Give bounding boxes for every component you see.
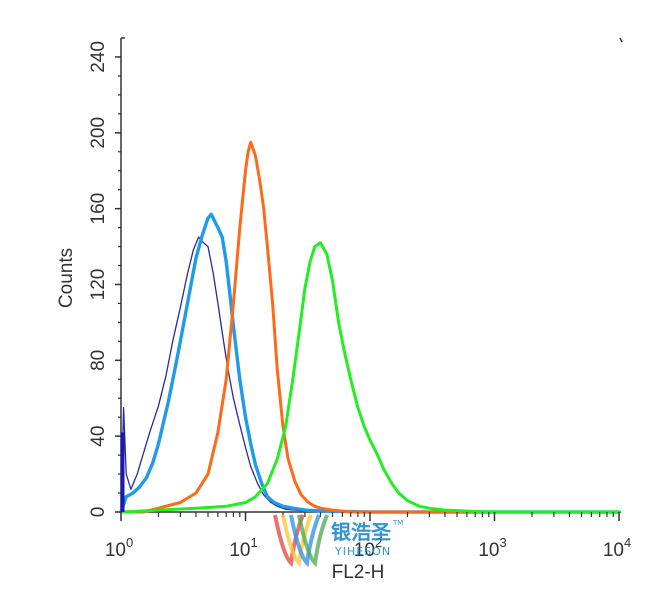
corner-mark (619, 37, 623, 43)
x-tick-exponent: 2 (375, 535, 382, 550)
x-tick-base: 10 (229, 540, 250, 561)
y-tick-label: 240 (88, 41, 109, 73)
x-tick-base: 10 (354, 540, 375, 561)
brand-watermark: 银浩圣 TM YIHESON (273, 514, 403, 568)
x-tick-base: 10 (603, 540, 624, 561)
watermark-logo-icon (273, 514, 329, 568)
x-tick-base: 10 (105, 540, 126, 561)
watermark-text-tm: TM (392, 519, 403, 527)
y-tick-label: 160 (88, 193, 109, 225)
histogram-series-4 (119, 241, 621, 514)
x-tick-exponent: 1 (250, 535, 257, 550)
watermark-text-en: YIHESON (334, 545, 391, 558)
y-tick-label: 0 (88, 507, 109, 518)
histogram-series-3 (119, 140, 621, 514)
histogram-series-1 (120, 236, 620, 513)
x-axis-title: FL2-H (332, 562, 385, 583)
series-layer (119, 140, 621, 514)
y-axis-title: Counts (56, 248, 77, 308)
watermark-text-cn: 银浩圣 (331, 520, 392, 544)
x-tick-label: 100 (105, 535, 133, 561)
x-tick-exponent: 0 (126, 535, 133, 550)
x-tick-label: 102 (354, 535, 382, 561)
y-tick-label: 40 (88, 426, 109, 447)
x-tick-base: 10 (478, 540, 499, 561)
y-tick-label: 80 (88, 350, 109, 371)
x-tick-label: 101 (229, 535, 257, 561)
histogram-series-2 (119, 212, 621, 514)
x-tick-label: 103 (478, 535, 506, 561)
y-tick-label: 120 (88, 269, 109, 301)
x-tick-exponent: 3 (499, 535, 506, 550)
y-tick-label: 200 (88, 117, 109, 149)
x-tick-label: 104 (603, 535, 631, 561)
x-tick-exponent: 4 (624, 535, 631, 550)
